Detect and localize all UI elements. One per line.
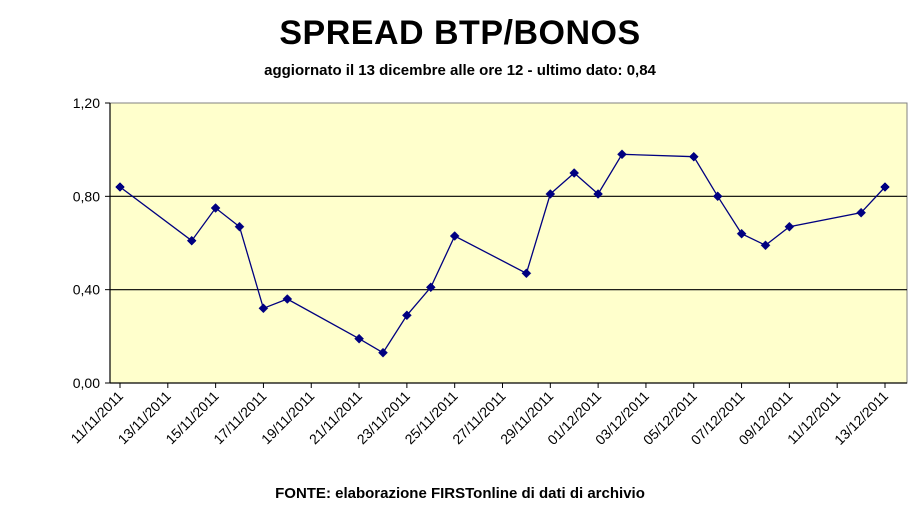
data-point [688, 151, 699, 162]
data-point [425, 282, 436, 293]
data-point [545, 189, 556, 199]
y-tick-label: 1,20 [73, 95, 100, 111]
chart-subtitle: aggiornato il 13 dicembre alle ore 12 - … [264, 62, 656, 79]
data-point [880, 182, 890, 192]
data-point [521, 268, 532, 279]
series-group [115, 149, 890, 358]
y-tick-label: 0,80 [73, 188, 100, 204]
data-point [712, 191, 723, 202]
axes [105, 102, 907, 388]
plot-area [109, 102, 908, 384]
data-point [784, 221, 795, 232]
data-point [856, 207, 866, 218]
data-point [115, 182, 125, 192]
data-point [593, 189, 603, 199]
data-point [282, 294, 293, 304]
data-point [186, 235, 197, 246]
data-point [210, 203, 221, 213]
data-point [378, 347, 388, 358]
y-tick-label: 0,00 [73, 375, 100, 391]
data-point [354, 333, 364, 344]
chart-title: SPREAD BTP/BONOS [279, 14, 641, 52]
data-point [736, 228, 747, 239]
data-point [760, 240, 771, 251]
gridlines [110, 195, 907, 291]
data-point [449, 231, 460, 241]
data-point [402, 310, 412, 321]
data-point [617, 149, 627, 160]
data-point [569, 168, 580, 178]
x-tick-labels: 11/11/201113/11/201115/11/201117/11/2011… [67, 388, 891, 448]
y-tick-labels: 0,00 0,40 0,80 1,20 [73, 95, 100, 391]
data-point [258, 303, 269, 314]
chart-source: FONTE: elaborazione FIRSTonline di dati … [275, 485, 645, 502]
data-point [234, 221, 245, 232]
y-tick-label: 0,40 [73, 282, 100, 298]
